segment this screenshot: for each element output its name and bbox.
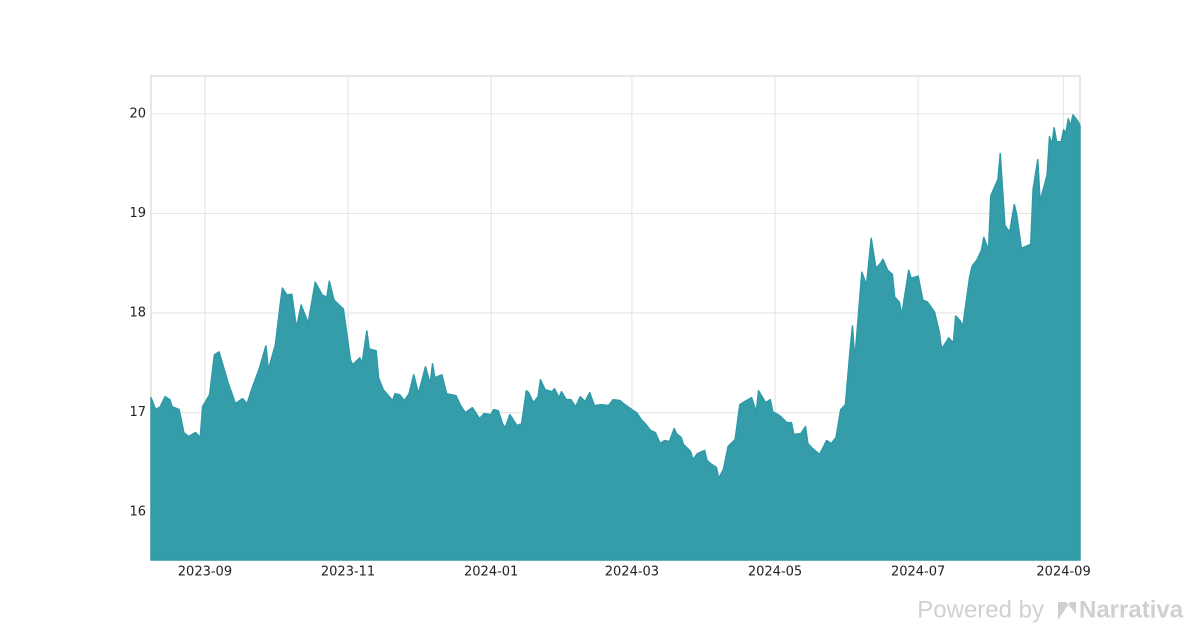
watermark-prefix: Powered by bbox=[917, 596, 1044, 623]
y-tick-label: 17 bbox=[129, 405, 146, 420]
x-tick-label: 2024-03 bbox=[605, 565, 659, 580]
y-tick-label: 16 bbox=[129, 505, 146, 520]
marks bbox=[150, 114, 1081, 561]
x-tick-label: 2024-09 bbox=[1036, 565, 1090, 580]
area bbox=[150, 114, 1081, 561]
y-tick-label: 20 bbox=[129, 106, 146, 121]
x-tick-label: 2024-01 bbox=[464, 565, 518, 580]
brand-logo bbox=[1058, 602, 1076, 620]
labels: 16 17 18 19 20 2023-09 2023-11 2024-01 2024-03 20… bbox=[129, 106, 1090, 579]
x-tick-label: 2024-05 bbox=[748, 565, 802, 580]
x-tick-label: 2024-07 bbox=[891, 565, 945, 580]
y-tick-label: 18 bbox=[129, 306, 146, 321]
x-tick-label: 2023-09 bbox=[178, 565, 232, 580]
y-tick-label: 19 bbox=[129, 206, 146, 221]
x-tick-label: 2023-11 bbox=[321, 565, 375, 580]
watermark-brand: Narrativa bbox=[1079, 596, 1184, 623]
